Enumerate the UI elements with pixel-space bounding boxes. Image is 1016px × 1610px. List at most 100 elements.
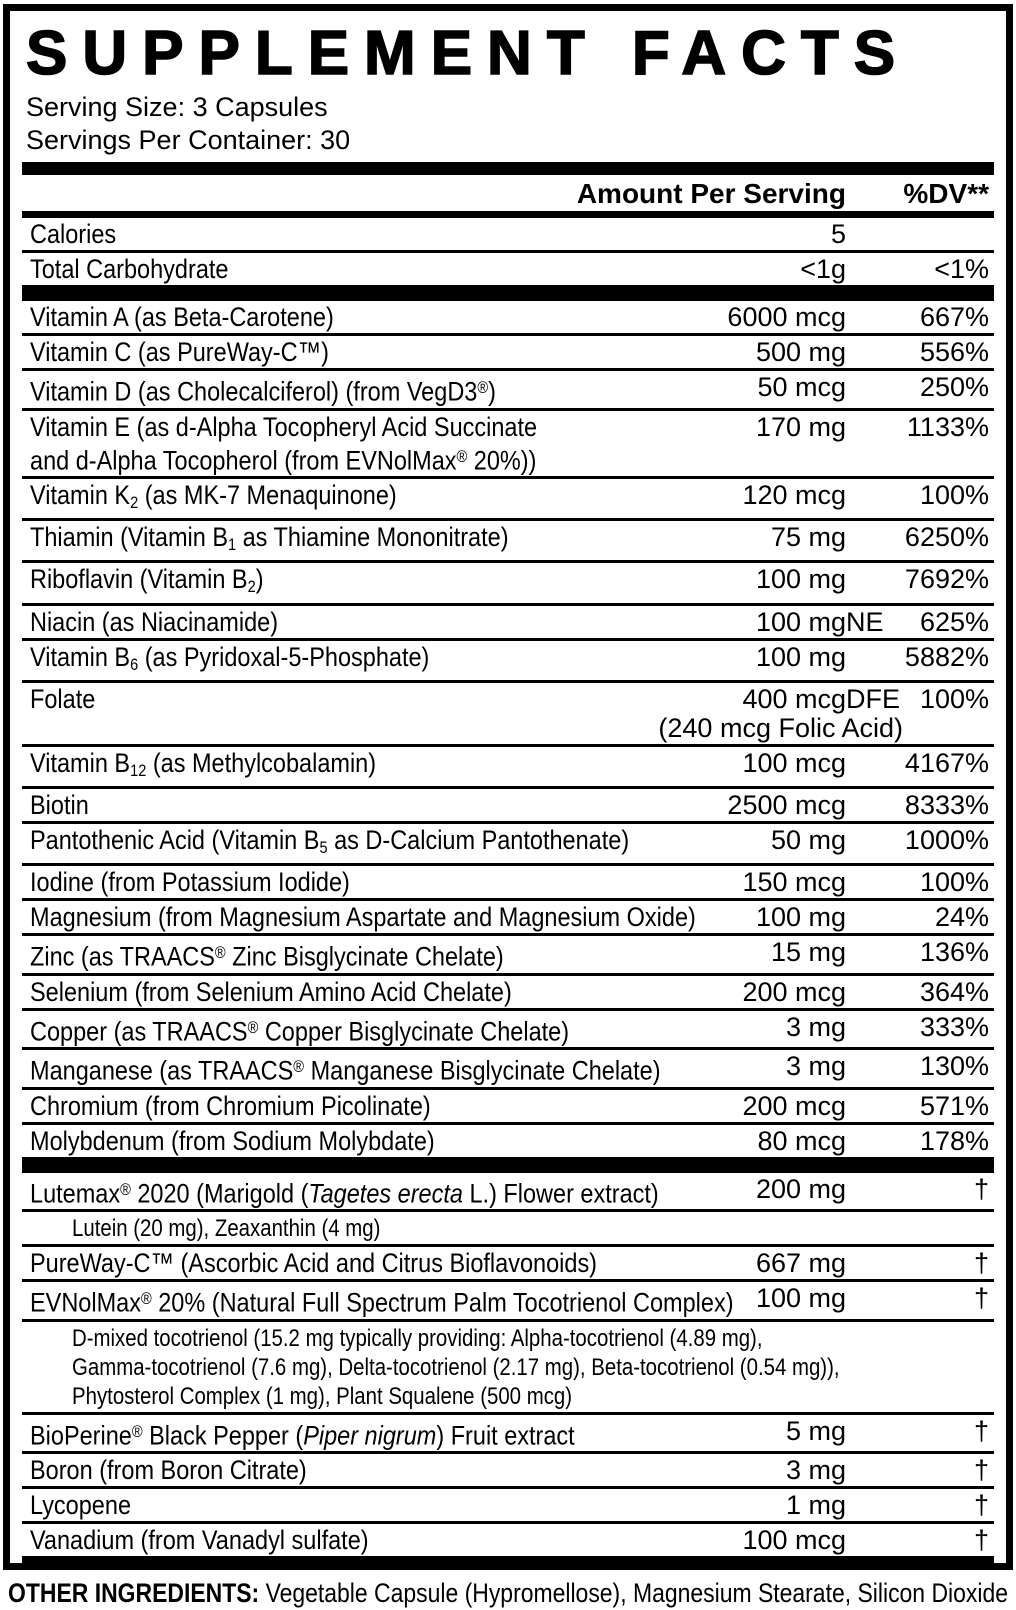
amount-per-serving-value: 100 mg NE (755, 606, 884, 637)
serving-size: Serving Size: 3 Capsules (26, 92, 328, 122)
amount-per-serving-value: 100 mg (755, 641, 846, 672)
daily-value-percent: 100% (919, 683, 989, 714)
table-subrow: Lutein (20 mg), Zeaxanthin (4 mg) (22, 1212, 994, 1248)
table-row: Vitamin E (as d-Alpha Tocopheryl Acid Su… (22, 411, 994, 480)
daily-value-percent: 333% (919, 1011, 989, 1042)
daily-value-percent: 6250% (904, 522, 989, 553)
daily-value-percent: † (973, 1490, 989, 1521)
nutrient-name: D-mixed tocotrienol (15.2 mg typically p… (72, 1324, 840, 1410)
daily-value-percent: 7692% (904, 564, 989, 595)
daily-value-percent: 667% (919, 302, 989, 332)
section-divider-bar (22, 162, 994, 175)
nutrient-name: Lutemax® 2020 (Marigold (Tagetes erecta … (30, 1178, 659, 1209)
section-divider-bar (22, 1556, 994, 1563)
section-divider-bar (22, 285, 994, 301)
daily-value-percent: 136% (919, 937, 989, 968)
daily-value-percent: 5882% (904, 641, 989, 672)
amount-per-serving-value: 50 mg (770, 824, 846, 855)
nutrient-name: Vitamin B12 (as Methylcobalamin) (30, 747, 377, 780)
table-row: Vitamin B6 (as Pyridoxal-5-Phosphate) 100… (22, 641, 994, 683)
amount-per-serving-value: 100 mcg (742, 1525, 846, 1556)
daily-value-percent: † (973, 1283, 989, 1314)
amount-per-serving-value: 200 mcg (742, 976, 846, 1007)
amount-per-serving-value: 3 mg (785, 1011, 846, 1042)
amount-per-serving-value: 6000 mcg (727, 302, 846, 332)
amount-per-serving-value: 667 mg (755, 1248, 846, 1279)
nutrient-name: Lutein (20 mg), Zeaxanthin (4 mg) (72, 1215, 381, 1243)
amount-per-serving-value: <1g (800, 254, 846, 284)
table-row: Riboflavin (Vitamin B2) 100 mg 7692% (22, 563, 994, 606)
amount-per-serving-value: 200 mcg (742, 1090, 846, 1121)
amount-column-header: Amount Per Serving (576, 178, 846, 209)
table-row: Manganese (as TRAACS® Manganese Bisglyci… (22, 1050, 994, 1090)
amount-per-serving-value: 170 mg (755, 411, 846, 442)
daily-value-percent: 100% (919, 480, 989, 511)
table-row: PureWay-C™ (Ascorbic Acid and Citrus Bio… (22, 1247, 994, 1283)
daily-value-percent: 571% (919, 1090, 989, 1121)
table-row: Pantothenic Acid (Vitamin B5 as D-Calciu… (22, 824, 994, 867)
daily-value-percent: 8333% (904, 789, 989, 820)
nutrient-name: Folate (30, 683, 96, 714)
other-ingredients-text: Vegetable Capsule (Hypromellose), Magnes… (259, 1578, 1008, 1608)
table-row: EVNolMax® 20% (Natural Full Spectrum Pal… (22, 1282, 994, 1322)
dv-column-header: %DV** (903, 178, 989, 209)
amount-per-serving-value: 400 mcg DFE (240 mcg Folic Acid) (658, 683, 903, 743)
table-row: Magnesium (from Magnesium Aspartate and … (22, 901, 994, 937)
daily-value-percent: † (973, 1455, 989, 1486)
nutrient-name: Vitamin B6 (as Pyridoxal-5-Phosphate) (30, 641, 430, 674)
daily-value-percent: 4167% (904, 747, 989, 778)
amount-per-serving-value: 15 mg (770, 937, 846, 968)
other-ingredients-label: OTHER INGREDIENTS: (8, 1578, 260, 1608)
daily-value-percent: † (973, 1173, 989, 1204)
amount-per-serving-value: 50 mcg (757, 372, 846, 402)
nutrient-name: Riboflavin (Vitamin B2) (30, 564, 264, 597)
daily-value-percent: 625% (919, 606, 989, 637)
amount-per-serving-value: 5 (830, 219, 846, 249)
daily-value-percent: 24% (934, 902, 989, 933)
table-row: Selenium (from Selenium Amino Acid Chela… (22, 976, 994, 1011)
nutrient-name: Niacin (as Niacinamide) (30, 606, 279, 637)
table-row: Folate 400 mcg DFE (240 mcg Folic Acid) 100… (22, 683, 994, 747)
nutrient-name: Biotin (30, 789, 89, 820)
daily-value-percent: 100% (919, 867, 989, 898)
daily-value-percent: † (973, 1248, 989, 1279)
table-row: Total Carbohydrate <1g <1% (22, 253, 994, 285)
amount-per-serving-value: 5 mg (785, 1415, 846, 1446)
amount-per-serving-value: 100 mg (755, 902, 846, 933)
nutrient-name: Selenium (from Selenium Amino Acid Chela… (30, 976, 512, 1007)
amount-per-serving-value: 100 mg (755, 564, 846, 595)
nutrient-name: Total Carbohydrate (30, 254, 229, 284)
daily-value-percent: † (973, 1415, 989, 1446)
table-subrow: D-mixed tocotrienol (15.2 mg typically p… (22, 1322, 994, 1415)
daily-value-percent: 178% (919, 1125, 989, 1156)
amount-per-serving-value: 3 mg (785, 1051, 846, 1082)
amount-per-serving-value: 200 mg (755, 1173, 846, 1204)
nutrient-name: Vitamin A (as Beta-Carotene) (30, 302, 334, 332)
other-ingredients: OTHER INGREDIENTS: Vegetable Capsule (Hy… (8, 1578, 1014, 1608)
amount-per-serving-value: 100 mcg (742, 747, 846, 778)
nutrient-name: Magnesium (from Magnesium Aspartate and … (30, 902, 696, 933)
table-row: Copper (as TRAACS® Copper Bisglycinate C… (22, 1011, 994, 1051)
nutrient-name: BioPerine® Black Pepper (Piper nigrum) F… (30, 1420, 575, 1451)
amount-per-serving-value: 500 mg (755, 337, 846, 367)
nutrient-name: Iodine (from Potassium Iodide) (30, 867, 350, 898)
nutrient-name: Vitamin D (as Cholecalciferol) (from Veg… (30, 376, 496, 407)
amount-per-serving-value: 75 mg (770, 522, 846, 553)
nutrient-name: Zinc (as TRAACS® Zinc Bisglycinate Chela… (30, 941, 504, 972)
nutrient-name: Pantothenic Acid (Vitamin B5 as D-Calciu… (30, 824, 630, 858)
table-row: Vitamin D (as Cholecalciferol) (from Veg… (22, 371, 994, 411)
daily-value-percent: 250% (919, 372, 989, 402)
header-divider-bar (22, 211, 994, 218)
daily-value-percent: 1000% (904, 824, 989, 855)
table-row: Lutemax® 2020 (Marigold (Tagetes erecta … (22, 1173, 994, 1213)
panel-title: SUPPLEMENT FACTS (25, 18, 911, 89)
table-row: Vitamin K2 (as MK-7 Menaquinone) 120 mcg 1… (22, 479, 994, 522)
nutrient-name: PureWay-C™ (Ascorbic Acid and Citrus Bio… (30, 1248, 598, 1279)
table-row: Thiamin (Vitamin B1 as Thiamine Mononitr… (22, 521, 994, 564)
nutrient-name: Vitamin C (as PureWay-C™) (30, 337, 329, 367)
table-row: BioPerine® Black Pepper (Piper nigrum) F… (22, 1415, 994, 1455)
table-row: Biotin 2500 mcg 8333% (22, 789, 994, 824)
table-row: Vitamin C (as PureWay-C™) 500 mg 556% (22, 336, 994, 371)
amount-per-serving-value: 1 mg (785, 1490, 846, 1521)
nutrient-name: Boron (from Boron Citrate) (30, 1455, 307, 1486)
